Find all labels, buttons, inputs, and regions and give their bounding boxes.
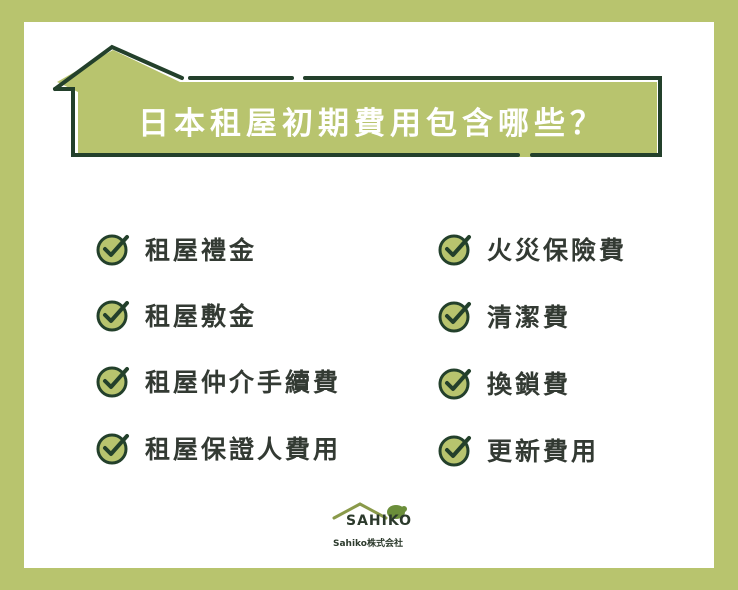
list-item: 火災保險費: [437, 229, 627, 269]
check-circle-icon: [438, 301, 471, 333]
check-circle-icon: [438, 435, 471, 467]
sahiko-logo: [332, 502, 407, 520]
item-label: 租屋仲介手續費: [145, 368, 342, 397]
item-label: 更新費用: [487, 437, 600, 466]
logo-caption: Sahiko株式会社: [333, 539, 403, 549]
list-item: 換鎖費: [437, 363, 571, 403]
list-item: 租屋禮金: [95, 229, 257, 269]
check-circle-icon: [96, 234, 129, 266]
check-circle-icon: [438, 234, 471, 266]
check-circle-icon: [96, 433, 129, 465]
page-title: 日本租屋初期費用包含哪些？: [138, 105, 606, 142]
item-label: 火災保險費: [487, 236, 628, 265]
list-item: 租屋敷金: [95, 295, 257, 335]
check-circle-icon: [438, 368, 471, 400]
check-circle-icon: [96, 300, 129, 332]
item-label: 換鎖費: [487, 370, 572, 399]
list-item: 更新費用: [437, 430, 599, 470]
item-label: 租屋敷金: [145, 302, 258, 331]
item-label: 租屋禮金: [145, 236, 258, 265]
item-label: 租屋保證人費用: [145, 435, 342, 464]
list-item: 清潔費: [437, 296, 571, 336]
logo-word: SAHIKO: [346, 513, 412, 529]
check-circle-icon: [96, 366, 129, 398]
list-item: 租屋仲介手續費: [95, 361, 341, 401]
item-label: 清潔費: [487, 303, 572, 332]
list-item: 租屋保證人費用: [95, 428, 341, 468]
